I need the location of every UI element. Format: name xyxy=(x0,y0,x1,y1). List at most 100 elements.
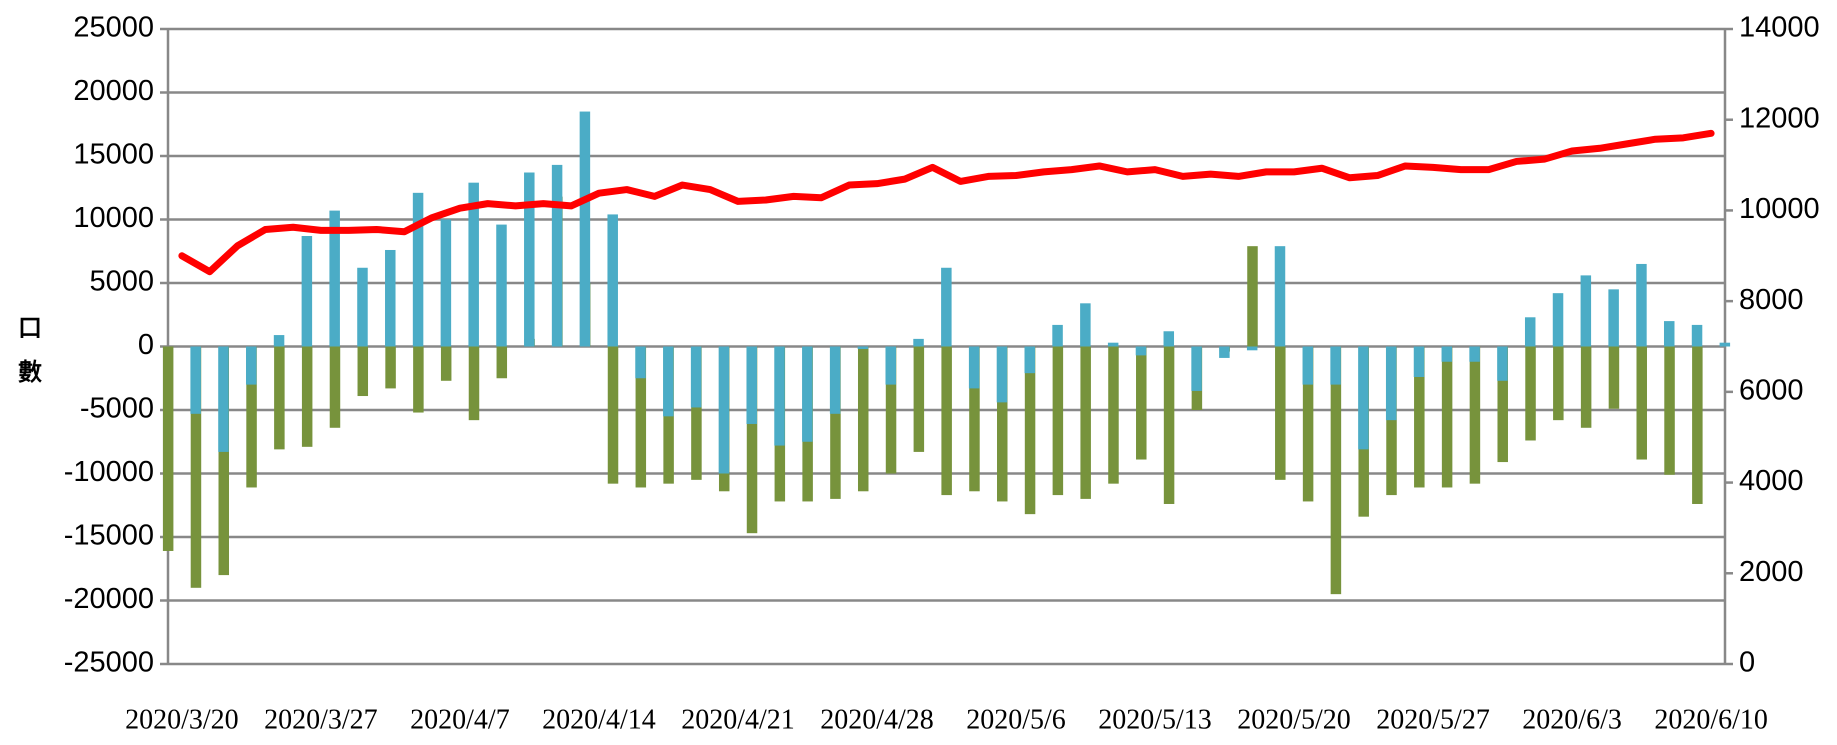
bar xyxy=(1108,346,1119,484)
bar xyxy=(1191,346,1202,391)
bar xyxy=(997,346,1008,502)
x-tick-label: 2020/5/20 xyxy=(1237,704,1351,735)
bar xyxy=(273,335,285,347)
bar xyxy=(1385,346,1397,421)
bar xyxy=(1163,346,1175,504)
y2-tick-label: 4000 xyxy=(1739,465,1804,497)
bar xyxy=(1386,346,1397,496)
bar xyxy=(746,346,758,534)
bar xyxy=(635,346,647,488)
y-tick-label: -5000 xyxy=(80,393,154,425)
bar xyxy=(190,346,202,588)
bar xyxy=(885,346,896,385)
bar xyxy=(941,346,952,496)
bar xyxy=(1608,289,1619,347)
bar xyxy=(357,346,369,397)
bar xyxy=(1136,346,1147,460)
x-tick-label: 2020/4/21 xyxy=(681,704,795,735)
bar xyxy=(857,346,869,350)
bar xyxy=(830,346,841,499)
bar xyxy=(413,346,424,413)
bar xyxy=(1246,346,1258,351)
bar xyxy=(1525,346,1536,441)
bar xyxy=(329,346,341,428)
y-tick-label: 10000 xyxy=(73,202,154,234)
bar xyxy=(1219,346,1230,358)
bar xyxy=(829,346,841,414)
bar xyxy=(1052,346,1064,496)
bar xyxy=(440,346,452,381)
bar xyxy=(1024,346,1036,515)
y2-tick-label: 0 xyxy=(1739,647,1755,679)
bar xyxy=(190,346,201,414)
bar xyxy=(1691,324,1703,347)
bar xyxy=(1302,346,1314,385)
bar xyxy=(1469,346,1481,484)
x-tick-label: 2020/3/20 xyxy=(125,704,239,735)
bar xyxy=(1636,263,1647,347)
bar xyxy=(1524,317,1536,347)
bar xyxy=(357,267,368,347)
bar xyxy=(1580,275,1592,347)
bar xyxy=(1358,346,1369,450)
bar xyxy=(1302,346,1314,502)
x-tick-label: 2020/4/14 xyxy=(542,704,656,735)
bar xyxy=(246,346,257,385)
bar xyxy=(746,346,757,424)
bar xyxy=(635,346,646,379)
bar xyxy=(1135,346,1147,356)
bar xyxy=(440,219,452,347)
bar xyxy=(1052,324,1063,347)
x-tick-label: 2020/4/7 xyxy=(410,704,510,735)
y-tick-label: -20000 xyxy=(64,583,154,615)
bar xyxy=(385,346,396,389)
bar xyxy=(329,210,340,347)
bar xyxy=(1469,346,1480,362)
bar xyxy=(1636,346,1647,460)
x-tick-label: 2020/5/27 xyxy=(1376,704,1490,735)
y-tick-label: 5000 xyxy=(89,266,154,298)
y2-tick-label: 6000 xyxy=(1739,375,1804,407)
bar xyxy=(1663,321,1675,347)
bar xyxy=(607,214,618,347)
y-tick-label: 15000 xyxy=(73,139,154,171)
bar xyxy=(412,192,424,347)
y-axis-label: 口數 xyxy=(14,315,43,403)
bar xyxy=(1024,346,1036,374)
x-tick-label: 2020/6/10 xyxy=(1654,704,1768,735)
bar xyxy=(913,338,924,347)
y2-tick-label: 12000 xyxy=(1739,102,1820,134)
bar xyxy=(1580,346,1592,428)
bar xyxy=(802,346,813,442)
bar xyxy=(1497,346,1508,381)
bar xyxy=(1080,346,1091,499)
x-tick-label: 2020/5/13 xyxy=(1098,704,1212,735)
bar xyxy=(1080,303,1091,347)
x-tick-label: 2020/6/3 xyxy=(1522,704,1622,735)
x-tick-label: 2020/3/27 xyxy=(264,704,378,735)
bar xyxy=(607,346,619,484)
bar xyxy=(1414,346,1425,488)
bar xyxy=(1664,346,1675,475)
bar xyxy=(1413,346,1425,377)
bar xyxy=(941,267,952,347)
bar xyxy=(1330,346,1341,385)
bar xyxy=(1163,331,1175,347)
bar xyxy=(1719,342,1731,347)
y2-tick-label: 2000 xyxy=(1739,556,1804,588)
y-tick-label: 25000 xyxy=(73,12,154,44)
bar xyxy=(857,346,869,492)
bar xyxy=(524,172,535,347)
bar xyxy=(913,346,925,452)
x-tick-label: 2020/4/28 xyxy=(820,704,934,735)
x-tick-label: 2020/5/6 xyxy=(966,704,1066,735)
bar xyxy=(1274,246,1286,347)
bar xyxy=(496,346,508,379)
bar xyxy=(996,346,1008,403)
y-tick-label: 20000 xyxy=(73,75,154,107)
line xyxy=(178,129,1715,276)
bar xyxy=(1330,346,1342,595)
bar xyxy=(1692,346,1703,504)
y2-tick-label: 10000 xyxy=(1739,193,1820,225)
